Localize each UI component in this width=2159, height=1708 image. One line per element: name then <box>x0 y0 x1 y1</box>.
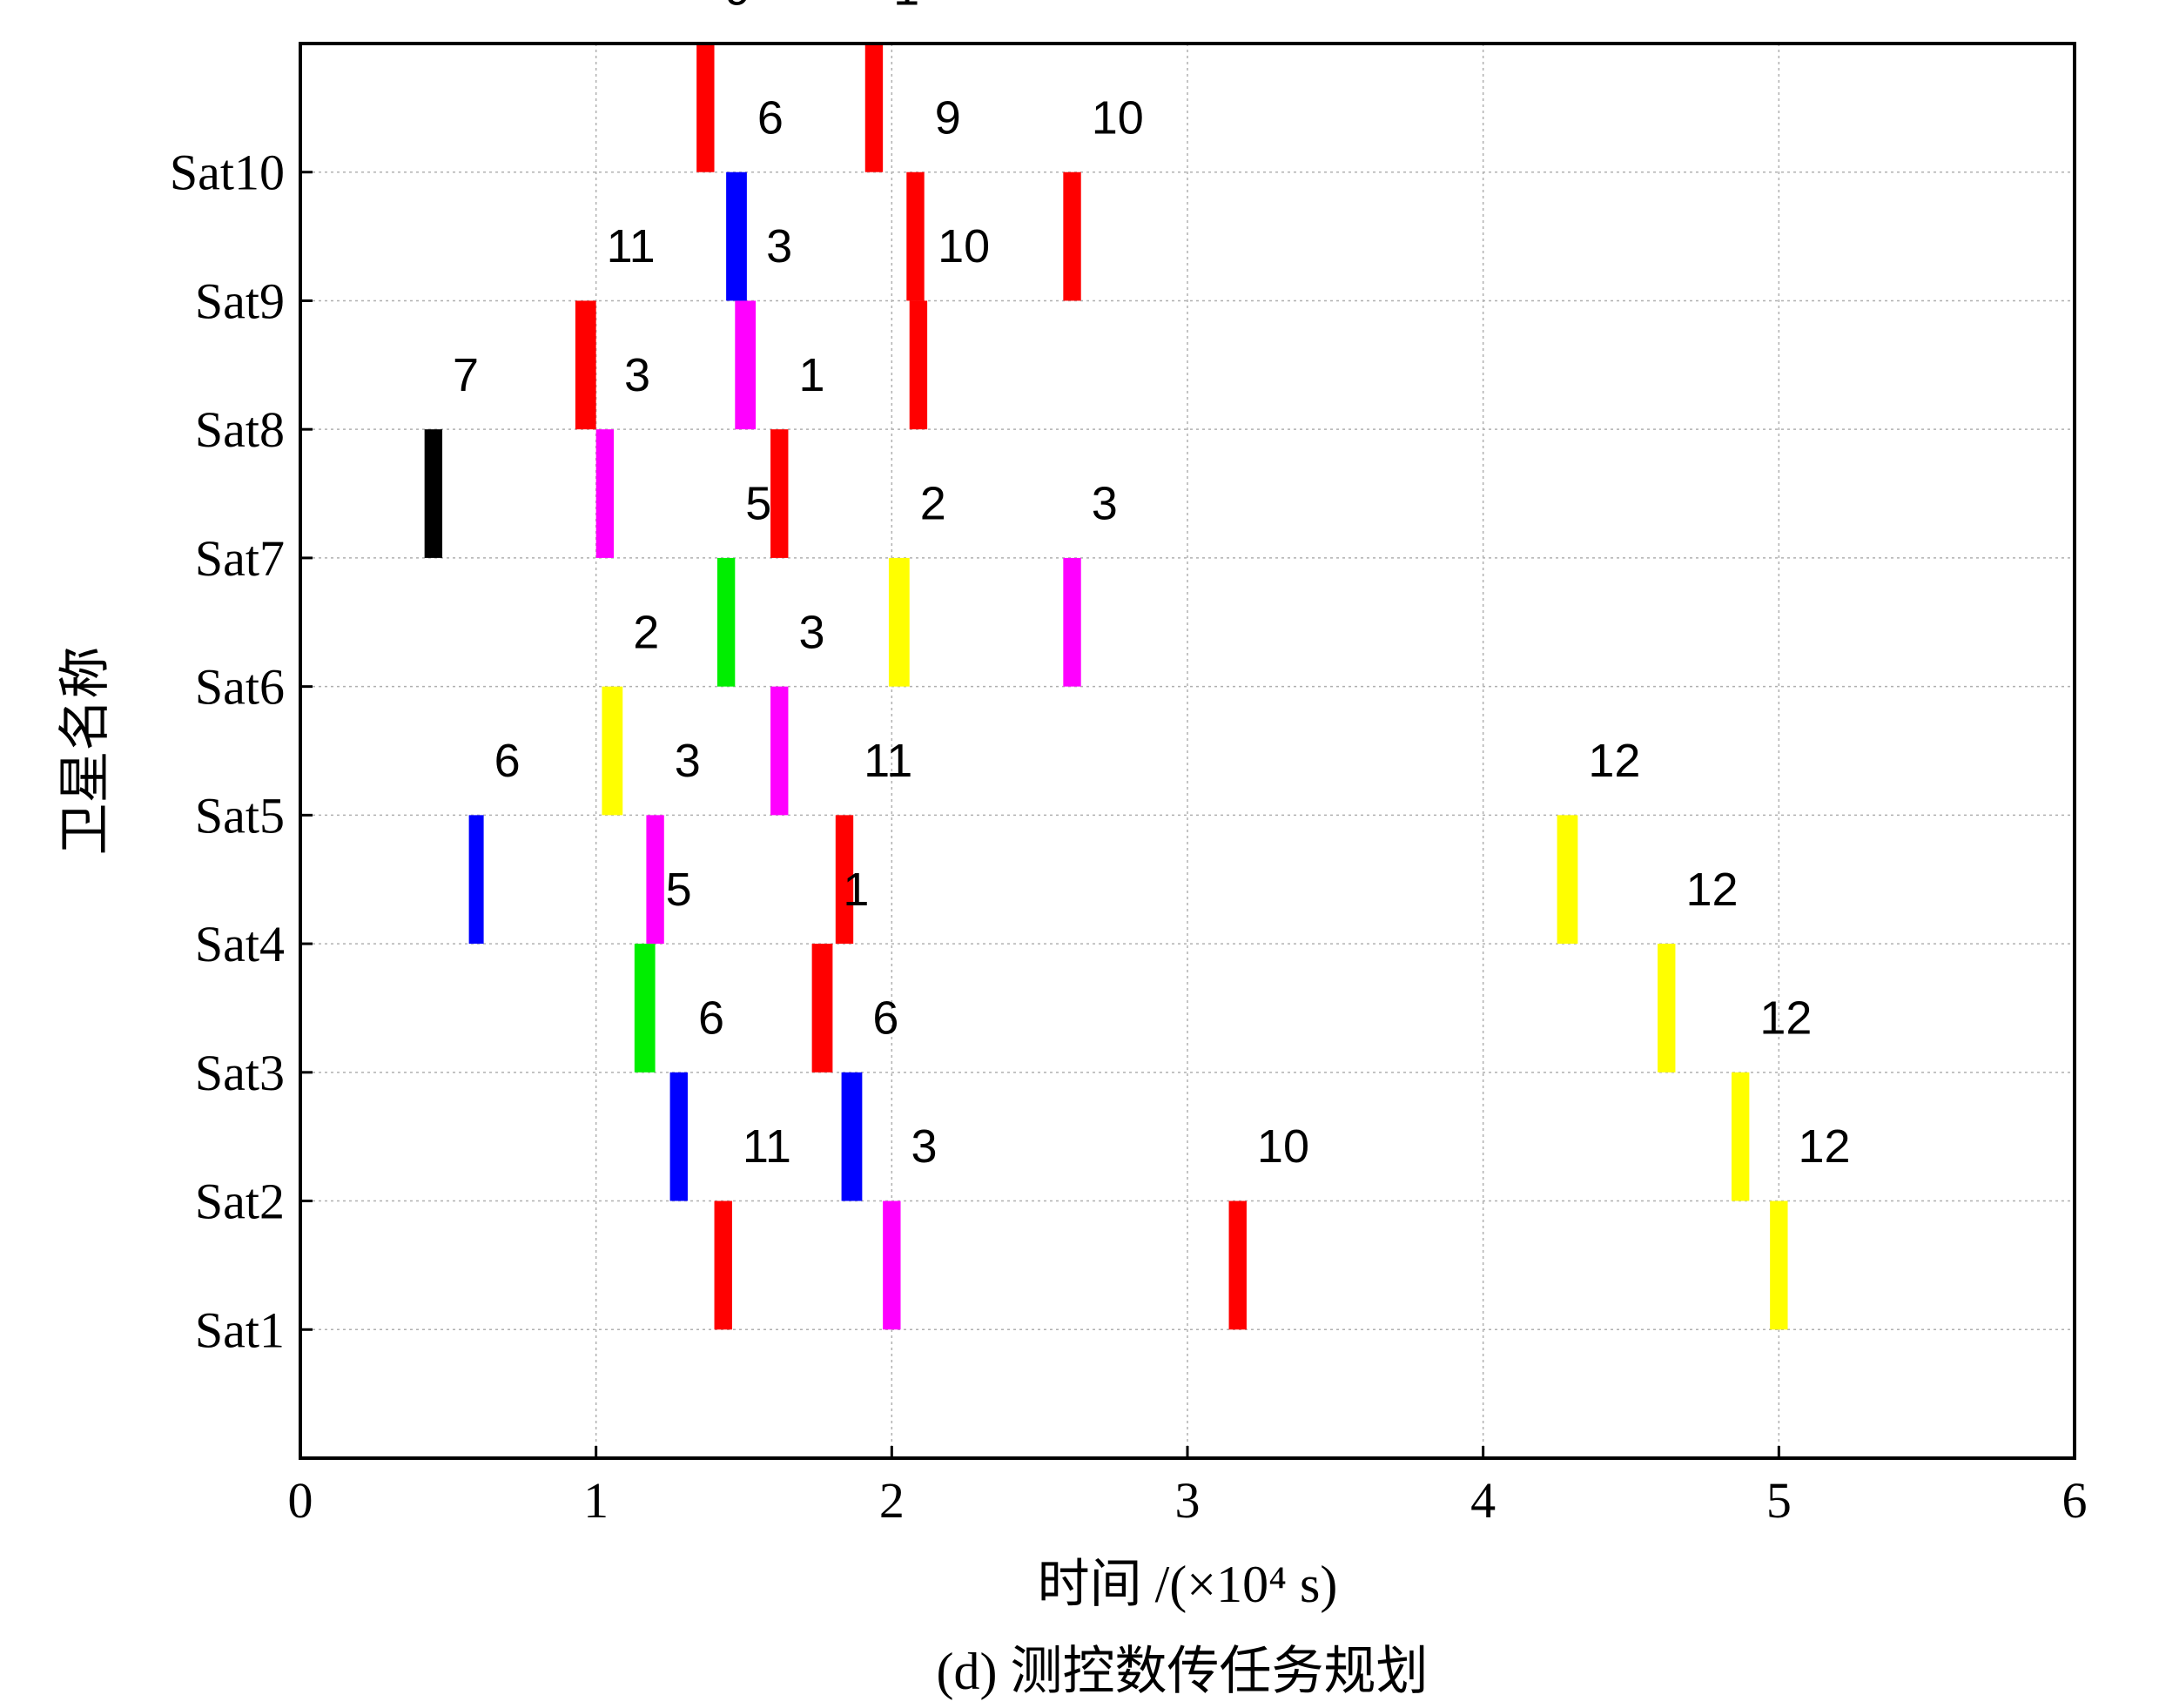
task-label: 10 <box>938 220 990 272</box>
task-label: 3 <box>675 735 701 787</box>
task-label: 6 <box>872 992 898 1045</box>
task-bar <box>696 44 715 172</box>
task-label: 10 <box>1092 91 1144 144</box>
task-bar <box>888 557 910 687</box>
y-tick-label: Sat8 <box>195 401 285 458</box>
task-label: 3 <box>624 349 650 401</box>
y-tick-label: Sat6 <box>195 659 285 716</box>
task-bars <box>424 44 1788 1330</box>
y-tick-label: Sat7 <box>195 530 285 587</box>
y-axis-label: 卫星名称 <box>57 647 114 856</box>
y-tick-label: Sat3 <box>195 1045 285 1101</box>
task-bar <box>841 1072 863 1201</box>
task-bar <box>714 1200 732 1330</box>
task-bar <box>602 686 623 816</box>
task-label: 2 <box>920 478 946 530</box>
task-label: 12 <box>1799 1120 1851 1173</box>
x-tick-label: 5 <box>1766 1472 1792 1529</box>
task-bar <box>424 429 443 558</box>
task-bar <box>575 300 596 430</box>
task-label: 11 <box>607 220 656 272</box>
task-bar <box>909 300 928 430</box>
task-bar <box>646 815 664 945</box>
y-tick-label: Sat9 <box>195 272 285 329</box>
task-bar <box>634 944 656 1073</box>
task-label: 9 <box>935 91 961 144</box>
y-tick-label: Sat10 <box>170 145 285 201</box>
task-bar <box>1770 1200 1788 1330</box>
task-bar <box>1731 1072 1750 1201</box>
task-label: 2 <box>633 606 659 658</box>
y-axis-ticks: Sat1 Sat2 Sat3 Sat4 Sat5 Sat6 Sat7 Sat8 Sat9 Sat1… <box>170 145 313 1358</box>
task-label: 1 <box>843 864 869 916</box>
task-bar <box>864 44 884 172</box>
task-bar <box>716 557 736 687</box>
task-bar <box>883 1200 901 1330</box>
figure-caption: (d) 测控数传任务规划 <box>937 1643 1429 1700</box>
x-tick-label: 1 <box>583 1472 609 1529</box>
task-label: 1 <box>798 349 824 401</box>
task-label: 3 <box>766 220 792 272</box>
task-label: 6 <box>698 992 724 1045</box>
task-label: 12 <box>1588 735 1640 787</box>
task-label: 9 <box>725 0 751 16</box>
y-tick-label: Sat4 <box>195 916 285 972</box>
grid-lines <box>300 44 2075 1458</box>
task-bar <box>906 171 925 301</box>
task-bar <box>595 429 615 558</box>
x-axis-ticks: 0 1 2 3 4 5 6 <box>288 1446 2088 1529</box>
task-label: 3 <box>911 1120 938 1173</box>
x-tick-label: 3 <box>1175 1472 1201 1529</box>
task-bar <box>1063 557 1081 687</box>
task-label: 12 <box>1685 864 1738 916</box>
task-bar <box>770 429 789 558</box>
y-tick-label: Sat1 <box>195 1301 285 1358</box>
y-tick-label: Sat5 <box>195 787 285 844</box>
task-label: 6 <box>757 91 784 144</box>
task-bar <box>468 815 484 945</box>
task-bar <box>811 944 833 1073</box>
x-tick-label: 0 <box>288 1472 313 1529</box>
task-label: 11 <box>864 735 912 787</box>
task-label: 1 <box>893 0 919 16</box>
task-bar <box>1063 171 1081 301</box>
task-bar <box>1228 1200 1247 1330</box>
task-bar <box>1557 815 1578 945</box>
task-bar <box>735 300 757 430</box>
task-label: 7 <box>453 349 479 401</box>
task-label: 3 <box>798 606 824 658</box>
task-bar <box>726 171 747 301</box>
x-tick-label: 4 <box>1470 1472 1496 1529</box>
task-label: 6 <box>494 735 521 787</box>
task-label: 5 <box>666 864 692 916</box>
task-bar <box>669 1072 688 1201</box>
task-bar <box>1658 944 1676 1073</box>
task-label: 12 <box>1759 992 1812 1045</box>
task-label: 3 <box>1092 478 1118 530</box>
task-labels: 1131012661251126311122352373111310691091 <box>453 0 1851 1173</box>
task-label: 10 <box>1257 1120 1309 1173</box>
x-tick-label: 2 <box>879 1472 905 1529</box>
x-tick-label: 6 <box>2062 1472 2088 1529</box>
task-bar <box>835 815 854 945</box>
task-bar <box>770 686 789 816</box>
task-label: 11 <box>743 1120 791 1173</box>
y-tick-label: Sat2 <box>195 1173 285 1230</box>
task-label: 5 <box>745 478 771 530</box>
x-axis-label: 时间 /(×10⁴ s) <box>1038 1556 1338 1613</box>
